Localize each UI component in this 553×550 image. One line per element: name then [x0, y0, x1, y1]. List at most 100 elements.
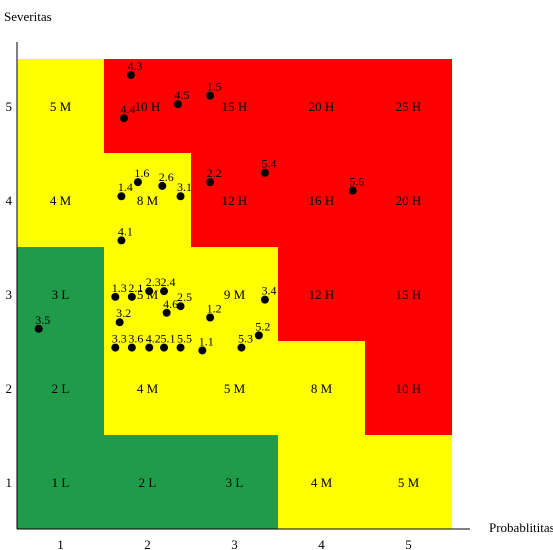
- risk-point: [260, 295, 269, 304]
- risk-cell-label: 5 M: [224, 381, 246, 396]
- risk-point: [206, 91, 215, 100]
- risk-point: [127, 343, 136, 352]
- risk-point-label: 2.2: [207, 166, 222, 180]
- risk-cell-3-4: [191, 153, 278, 247]
- y-tick-label: 5: [6, 99, 13, 114]
- y-tick-label: 2: [6, 381, 13, 396]
- risk-point: [206, 313, 215, 322]
- risk-point-label: 2.4: [161, 275, 176, 289]
- risk-point: [127, 292, 136, 301]
- risk-point: [173, 100, 182, 109]
- risk-point-label: 4.3: [127, 59, 142, 73]
- y-tick-label: 1: [6, 475, 13, 490]
- y-tick-label: 3: [6, 287, 13, 302]
- risk-point-label: 5.5: [177, 332, 192, 346]
- risk-point: [133, 178, 142, 187]
- risk-point: [145, 287, 154, 296]
- risk-point: [111, 292, 120, 301]
- risk-cell-label: 5 M: [398, 475, 420, 490]
- risk-point: [162, 308, 171, 317]
- risk-cell-label: 15 H: [222, 99, 248, 114]
- risk-cell-label: 3 L: [226, 475, 244, 490]
- risk-point: [126, 70, 135, 79]
- risk-cell-5-2: [365, 341, 452, 435]
- risk-cell-5-3: [365, 247, 452, 341]
- risk-cell-1-2: [17, 341, 104, 435]
- risk-point: [117, 192, 126, 201]
- risk-cell-label: 3 L: [52, 287, 70, 302]
- risk-point-label: 2.3: [146, 275, 161, 289]
- risk-point-label: 1.4: [118, 180, 133, 194]
- risk-cell-5-1: [365, 435, 452, 529]
- risk-point-label: 4.1: [118, 224, 133, 238]
- risk-cell-label: 4 M: [311, 475, 333, 490]
- risk-cell-label: 9 M: [224, 287, 246, 302]
- risk-cell-label: 25 H: [396, 99, 422, 114]
- risk-cell-2-1: [104, 435, 191, 529]
- risk-point: [176, 192, 185, 201]
- risk-cell-label: 10 H: [135, 99, 161, 114]
- risk-point-label: 5.6: [349, 175, 364, 189]
- risk-point-label: 3.4: [261, 284, 276, 298]
- risk-cell-3-2: [191, 341, 278, 435]
- risk-cell-label: 20 H: [309, 99, 335, 114]
- risk-cell-label: 16 H: [309, 193, 335, 208]
- risk-point: [111, 343, 120, 352]
- risk-cell-label: 12 H: [309, 287, 335, 302]
- risk-point-label: 2.5: [177, 290, 192, 304]
- risk-point: [176, 343, 185, 352]
- risk-cell-label: 2 L: [139, 475, 157, 490]
- risk-point-label: 1.3: [112, 281, 127, 295]
- risk-cell-2-2: [104, 341, 191, 435]
- risk-cell-label: 20 H: [396, 193, 422, 208]
- risk-point-label: 4.5: [174, 88, 189, 102]
- risk-point-label: 1.5: [207, 80, 222, 94]
- x-tick-label: 4: [318, 537, 325, 550]
- risk-point: [254, 331, 263, 340]
- risk-point: [158, 181, 167, 190]
- risk-point: [120, 114, 129, 123]
- risk-cell-3-1: [191, 435, 278, 529]
- risk-cell-1-5: [17, 59, 104, 153]
- risk-cell-label: 10 H: [396, 381, 422, 396]
- risk-point-label: 3.5: [35, 313, 50, 327]
- risk-cell-1-3: [17, 247, 104, 341]
- risk-cell-3-5: [191, 59, 278, 153]
- risk-cell-label: 4 M: [50, 193, 72, 208]
- risk-point: [176, 302, 185, 311]
- risk-point-label: 3.1: [177, 180, 192, 194]
- risk-cell-1-1: [17, 435, 104, 529]
- risk-point: [206, 178, 215, 187]
- risk-cell-4-2: [278, 341, 365, 435]
- risk-cell-1-4: [17, 153, 104, 247]
- risk-cell-label: 12 H: [222, 193, 248, 208]
- risk-cell-label: 1 L: [52, 475, 70, 490]
- risk-point-label: 3.2: [116, 306, 131, 320]
- risk-cell-3-3: [191, 247, 278, 341]
- risk-point-label: 2.1: [128, 281, 143, 295]
- risk-cell-label: 8 M: [137, 193, 159, 208]
- risk-point-label: 3.6: [128, 332, 143, 346]
- risk-cell-label: 5 M: [50, 99, 72, 114]
- y-axis-label: Severitas: [4, 9, 52, 24]
- risk-cell-label: 15 H: [396, 287, 422, 302]
- x-axis-label: Probablititas: [489, 520, 553, 535]
- risk-point-label: 5.1: [161, 332, 176, 346]
- risk-cell-4-4: [278, 153, 365, 247]
- axes: [16, 42, 470, 530]
- risk-cell-5-5: [365, 59, 452, 153]
- risk-cell-2-4: [104, 153, 191, 247]
- risk-point-label: 3.3: [112, 332, 127, 346]
- risk-point-label: 1.2: [207, 302, 222, 316]
- x-tick-label: 1: [57, 537, 64, 550]
- x-tick-label: 3: [231, 537, 238, 550]
- risk-point: [34, 324, 43, 333]
- risk-point-label: 4.4: [121, 102, 136, 116]
- y-tick-label: 4: [6, 193, 13, 208]
- risk-cell-label: 4 M: [137, 381, 159, 396]
- x-tick-label: 2: [144, 537, 151, 550]
- risk-cells: 1 L 2 L 3 L 4 M 5 M 2 L 4 M 5 M 8 M 10 H 3 L 5 M 9 M…: [17, 59, 452, 529]
- risk-point-label: 1.1: [199, 334, 214, 348]
- risk-cell-4-1: [278, 435, 365, 529]
- risk-point-label: 5.2: [255, 319, 270, 333]
